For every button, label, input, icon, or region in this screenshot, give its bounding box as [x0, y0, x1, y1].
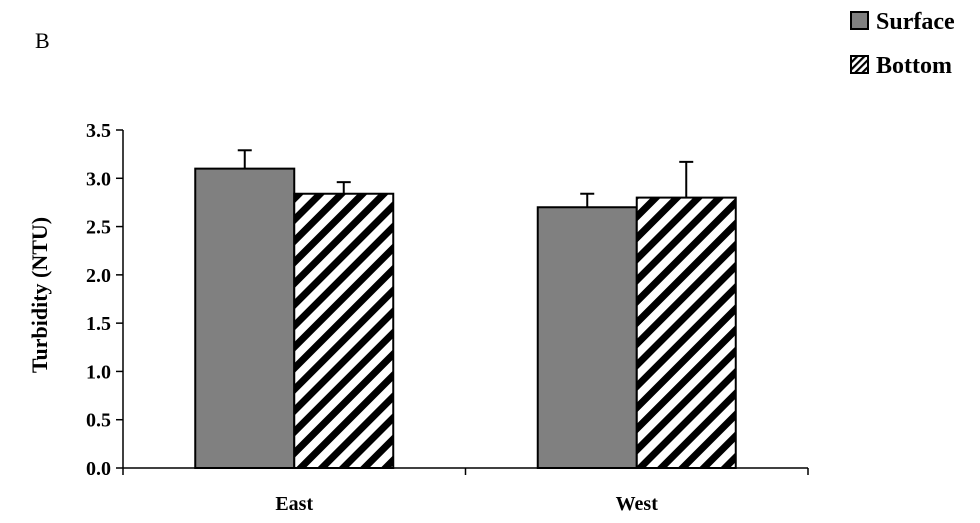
panel-label: B: [35, 28, 50, 53]
x-tick-label-west: West: [616, 493, 659, 515]
y-axis-title: Turbidity (NTU): [27, 217, 52, 373]
bar-surface-west: [536, 206, 638, 469]
bar-bottom-west: [635, 196, 737, 469]
bar-bottom-east: [293, 192, 395, 469]
legend-label-surface: Surface: [876, 9, 955, 35]
error-bar-surface-west: [580, 192, 595, 208]
y-tick-label: 0.5: [86, 410, 111, 432]
axes: [122, 130, 809, 475]
x-tick-label-east: East: [275, 493, 313, 515]
y-tick-label: 1.0: [86, 361, 111, 383]
legend-item-bottom: Bottom: [850, 53, 952, 79]
x-axis-labels: East West: [275, 493, 658, 515]
error-bars: [237, 149, 694, 208]
error-bar-surface-east: [237, 149, 252, 169]
y-tick-label: 2.0: [86, 265, 111, 287]
legend-label-bottom: Bottom: [876, 53, 952, 79]
legend-item-surface: Surface: [850, 9, 955, 35]
y-tick-label: 3.0: [86, 168, 111, 190]
bars: [194, 167, 737, 469]
legend-swatch-bottom: [850, 55, 869, 74]
bar-surface-east: [194, 167, 296, 469]
legend-swatch-surface: [850, 11, 869, 30]
error-bar-bottom-east: [336, 181, 351, 194]
y-tick-label: 1.5: [86, 313, 111, 335]
y-tick-label: 3.5: [86, 120, 111, 142]
y-axis-ticks: 0.0 0.5 1.0 1.5 2.0 2.5 3.0 3.5: [86, 120, 123, 480]
legend: Surface Bottom: [850, 9, 955, 79]
y-tick-label: 0.0: [86, 458, 111, 480]
error-bar-bottom-west: [679, 160, 694, 198]
y-tick-label: 2.5: [86, 217, 111, 239]
